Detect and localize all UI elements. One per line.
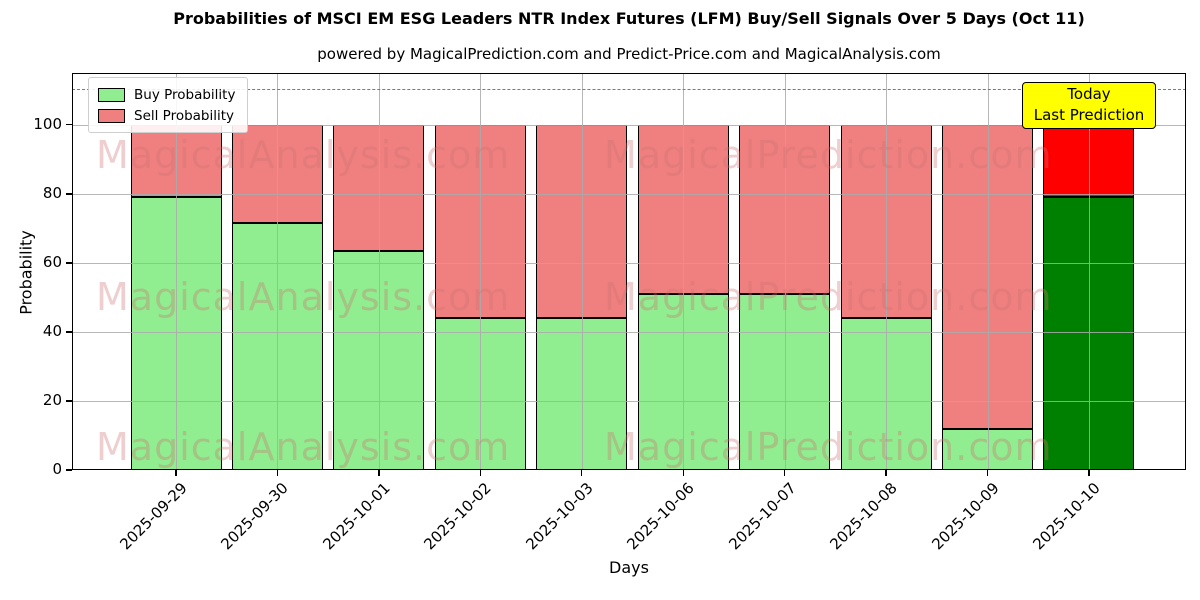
y-tick-mark xyxy=(66,193,72,195)
today-annotation: Today Last Prediction xyxy=(1022,82,1156,129)
legend-label-sell: Sell Probability xyxy=(134,107,235,124)
x-gridline xyxy=(784,73,786,470)
y-tick-mark xyxy=(66,400,72,402)
x-tick-mark xyxy=(885,470,887,476)
y-gridline xyxy=(72,331,1186,333)
x-tick-mark xyxy=(378,470,380,476)
x-gridline xyxy=(581,73,583,470)
x-tick-mark xyxy=(783,470,786,476)
plot-area: Buy Probability Sell Probability Today L… xyxy=(72,73,1186,470)
dashed-guide-line xyxy=(72,89,1186,91)
y-tick-mark xyxy=(66,331,72,333)
x-gridline xyxy=(378,73,380,470)
y-tick-mark xyxy=(66,124,72,126)
x-tick-label: 2025-09-29 xyxy=(116,479,191,554)
y-gridline xyxy=(72,400,1186,402)
legend-label-buy: Buy Probability xyxy=(134,86,236,103)
x-tick-label: 2025-10-07 xyxy=(724,479,800,554)
watermark-left-row3: MagicalAnalysis.com xyxy=(96,425,511,469)
legend-item-sell: Sell Probability xyxy=(98,105,235,126)
y-tick-label: 60 xyxy=(42,252,62,271)
legend-swatch-sell-icon xyxy=(98,108,125,123)
watermark-left-row2: MagicalAnalysis.com xyxy=(96,275,511,319)
x-tick-mark xyxy=(175,470,177,476)
chart-title: Probabilities of MSCI EM ESG Leaders NTR… xyxy=(173,9,1085,28)
x-tick-label: 2025-10-01 xyxy=(319,479,394,554)
x-tick-mark xyxy=(276,470,279,476)
y-gridline xyxy=(72,262,1186,264)
x-tick-label: 2025-10-02 xyxy=(420,479,496,554)
y-tick-label: 20 xyxy=(42,390,62,409)
today-annotation-line1: Today xyxy=(1067,85,1111,103)
y-tick-mark xyxy=(66,262,72,264)
x-gridline xyxy=(683,73,685,470)
y-tick-label: 80 xyxy=(42,183,62,202)
x-gridline xyxy=(987,73,989,470)
x-tick-mark xyxy=(581,470,583,476)
x-axis-label: Days xyxy=(609,558,649,577)
legend-item-buy: Buy Probability xyxy=(98,84,235,105)
x-gridline xyxy=(886,73,888,470)
legend-swatch-buy-icon xyxy=(98,87,125,102)
x-tick-label: 2025-10-03 xyxy=(522,479,597,554)
watermark-right-row2: MagicalPrediction.com xyxy=(604,275,1053,319)
y-gridline xyxy=(72,124,1186,126)
y-axis-label: Probability xyxy=(16,230,36,315)
legend: Buy Probability Sell Probability xyxy=(88,77,249,133)
x-tick-label: 2025-10-06 xyxy=(623,479,698,554)
x-gridline xyxy=(277,73,279,470)
x-tick-label: 2025-09-30 xyxy=(217,479,293,554)
x-tick-label: 2025-10-08 xyxy=(826,479,901,554)
x-tick-mark xyxy=(986,470,989,476)
today-annotation-line2: Last Prediction xyxy=(1033,106,1145,124)
x-tick-label: 2025-10-09 xyxy=(927,479,1003,554)
y-tick-label: 40 xyxy=(42,321,62,340)
watermark-right-row1: MagicalPrediction.com xyxy=(604,133,1053,177)
x-tick-mark xyxy=(682,470,684,476)
watermark-right-row3: MagicalPrediction.com xyxy=(604,425,1053,469)
x-gridline xyxy=(176,73,177,470)
watermark-left-row1: MagicalAnalysis.com xyxy=(96,133,511,177)
x-tick-mark xyxy=(1088,470,1090,476)
x-gridline xyxy=(480,73,482,470)
x-tick-mark xyxy=(479,470,481,476)
y-tick-mark xyxy=(66,469,72,471)
y-gridline xyxy=(72,193,1186,195)
chart-subtitle: powered by MagicalPrediction.com and Pre… xyxy=(317,45,941,63)
x-gridline xyxy=(1088,73,1090,470)
y-tick-label: 0 xyxy=(52,460,62,478)
x-tick-label: 2025-10-10 xyxy=(1029,479,1104,554)
y-tick-label: 100 xyxy=(33,114,62,133)
